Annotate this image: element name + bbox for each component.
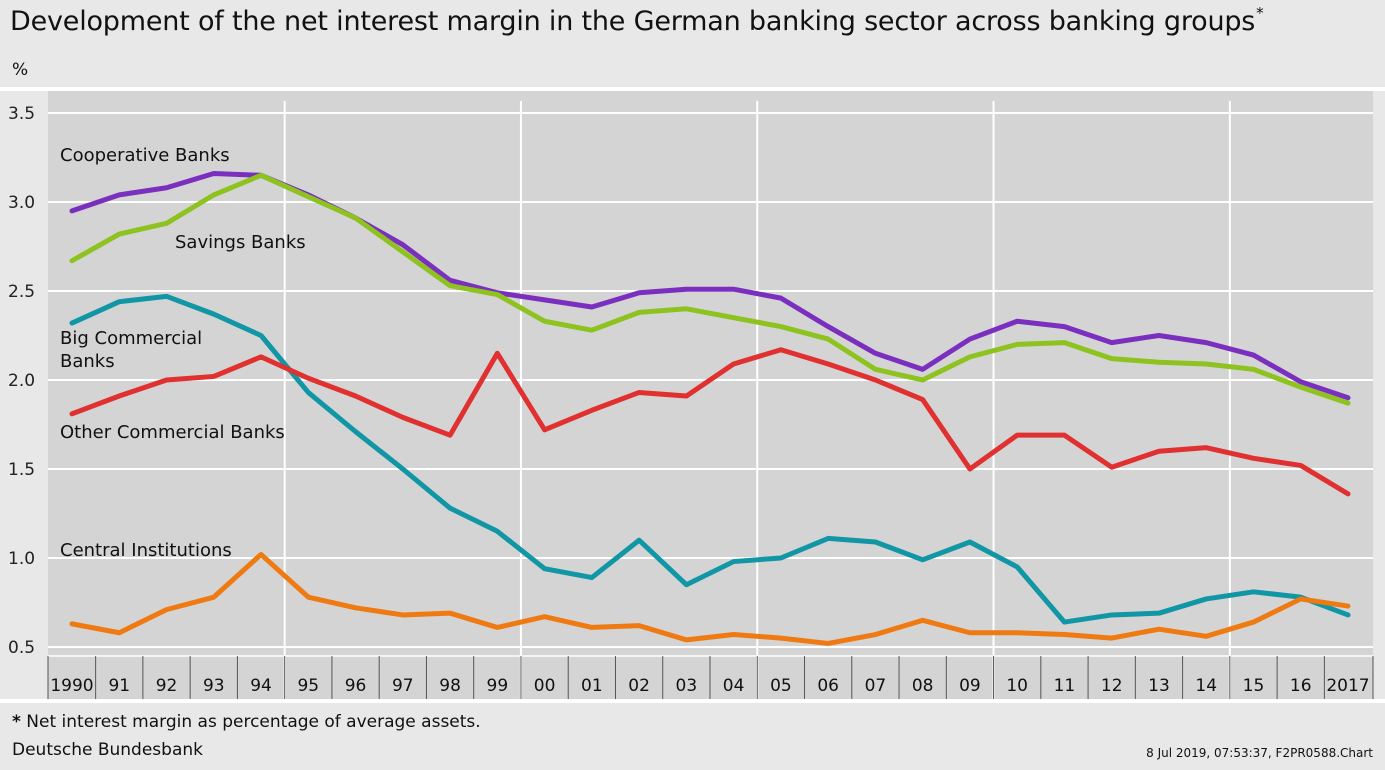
y-axis-unit: % xyxy=(12,60,29,80)
y-tick-label: 0.5 xyxy=(8,638,35,658)
x-tick-label: 2017 xyxy=(1326,676,1369,696)
x-tick-label: 97 xyxy=(392,676,414,696)
x-tick-label: 04 xyxy=(723,676,745,696)
x-tick-label: 14 xyxy=(1195,676,1217,696)
x-tick-label: 95 xyxy=(297,676,319,696)
series-line-other-commercial-banks xyxy=(69,347,1351,497)
line-chart: 0.5 1.0 1.5 2.0 2.5 3.0 3.5 1990 91 92 93 94 95 96 97 9… xyxy=(8,91,1374,699)
series-label: Cooperative Banks xyxy=(60,145,230,166)
x-tick-label: 06 xyxy=(817,676,839,696)
series-line-central-institutions xyxy=(69,551,1351,646)
y-tick-label: 2.0 xyxy=(8,371,35,391)
x-tick-label: 91 xyxy=(108,676,130,696)
bottom-divider xyxy=(0,699,1385,703)
x-tick-label: 96 xyxy=(345,676,367,696)
x-tick-label: 10 xyxy=(1006,676,1028,696)
x-tick-label: 02 xyxy=(628,676,650,696)
x-tick-label: 93 xyxy=(203,676,225,696)
y-tick-label: 1.0 xyxy=(8,549,35,569)
y-tick-label: 3.0 xyxy=(8,193,35,213)
x-tick-label: 16 xyxy=(1290,676,1312,696)
series-label: Other Commercial Banks xyxy=(60,422,285,443)
series-line-savings-banks xyxy=(69,172,1351,406)
title-footnote-marker: * xyxy=(1256,4,1264,22)
series-label: Central Institutions xyxy=(60,540,232,561)
series-label: Savings Banks xyxy=(175,232,306,253)
x-tick-label: 00 xyxy=(534,676,556,696)
chart-title: Development of the net interest margin i… xyxy=(10,4,1264,37)
source-label: Deutsche Bundesbank xyxy=(12,740,203,760)
x-tick-label: 07 xyxy=(865,676,887,696)
footnote: * Net interest margin as percentage of a… xyxy=(12,712,481,732)
footnote-marker: * xyxy=(12,712,21,732)
footnote-text: Net interest margin as percentage of ave… xyxy=(26,712,481,732)
plot-area xyxy=(48,91,1373,699)
x-tick-label: 03 xyxy=(676,676,698,696)
x-tick-label: 15 xyxy=(1243,676,1265,696)
series-label: Big Commercial Banks xyxy=(60,328,202,372)
y-tick-label: 2.5 xyxy=(8,282,35,302)
x-tick-label: 08 xyxy=(912,676,934,696)
x-tick-label: 13 xyxy=(1148,676,1170,696)
x-tick-label: 11 xyxy=(1054,676,1076,696)
y-tick-label: 3.5 xyxy=(8,104,35,124)
x-tick-label: 94 xyxy=(250,676,272,696)
x-tick-label: 12 xyxy=(1101,676,1123,696)
timestamp-label: 8 Jul 2019, 07:53:37, F2PR0588.Chart xyxy=(1146,746,1373,760)
x-tick-label: 01 xyxy=(581,676,603,696)
x-tick-label: 98 xyxy=(439,676,461,696)
x-tick-label: 1990 xyxy=(50,676,93,696)
top-divider xyxy=(0,87,1385,91)
y-tick-label: 1.5 xyxy=(8,460,35,480)
x-tick-label: 99 xyxy=(487,676,509,696)
x-tick-label: 05 xyxy=(770,676,792,696)
x-tick-label: 09 xyxy=(959,676,981,696)
x-tick-label: 92 xyxy=(156,676,178,696)
chart-title-text: Development of the net interest margin i… xyxy=(10,6,1256,37)
series-line-big-commercial-banks xyxy=(69,293,1351,625)
